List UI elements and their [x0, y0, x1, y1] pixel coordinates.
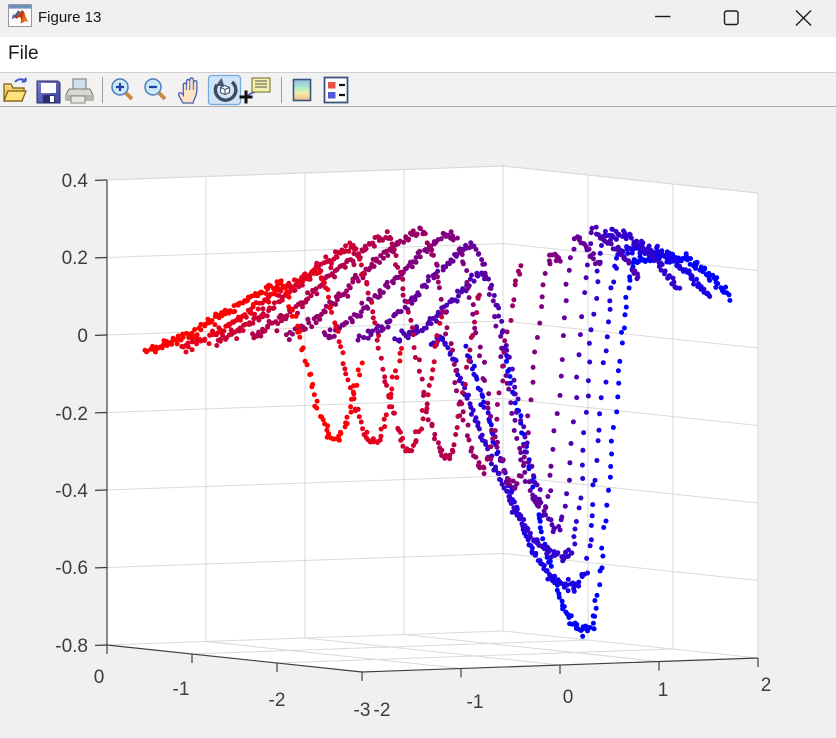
svg-text:0: 0 [563, 687, 574, 708]
svg-text:-2: -2 [374, 700, 391, 721]
svg-text:0.2: 0.2 [62, 248, 88, 269]
svg-text:0: 0 [94, 667, 105, 688]
svg-text:-3: -3 [354, 700, 371, 721]
svg-text:-2: -2 [269, 690, 286, 711]
svg-text:-1: -1 [467, 692, 484, 713]
svg-text:0.4: 0.4 [62, 171, 89, 192]
svg-text:0: 0 [77, 326, 88, 347]
svg-text:-0.8: -0.8 [55, 636, 88, 657]
svg-text:1: 1 [658, 680, 669, 701]
svg-text:-1: -1 [173, 679, 190, 700]
svg-text:-0.6: -0.6 [55, 558, 88, 579]
svg-text:-0.4: -0.4 [55, 481, 88, 502]
svg-text:2: 2 [761, 675, 772, 696]
svg-text:-0.2: -0.2 [55, 404, 88, 425]
